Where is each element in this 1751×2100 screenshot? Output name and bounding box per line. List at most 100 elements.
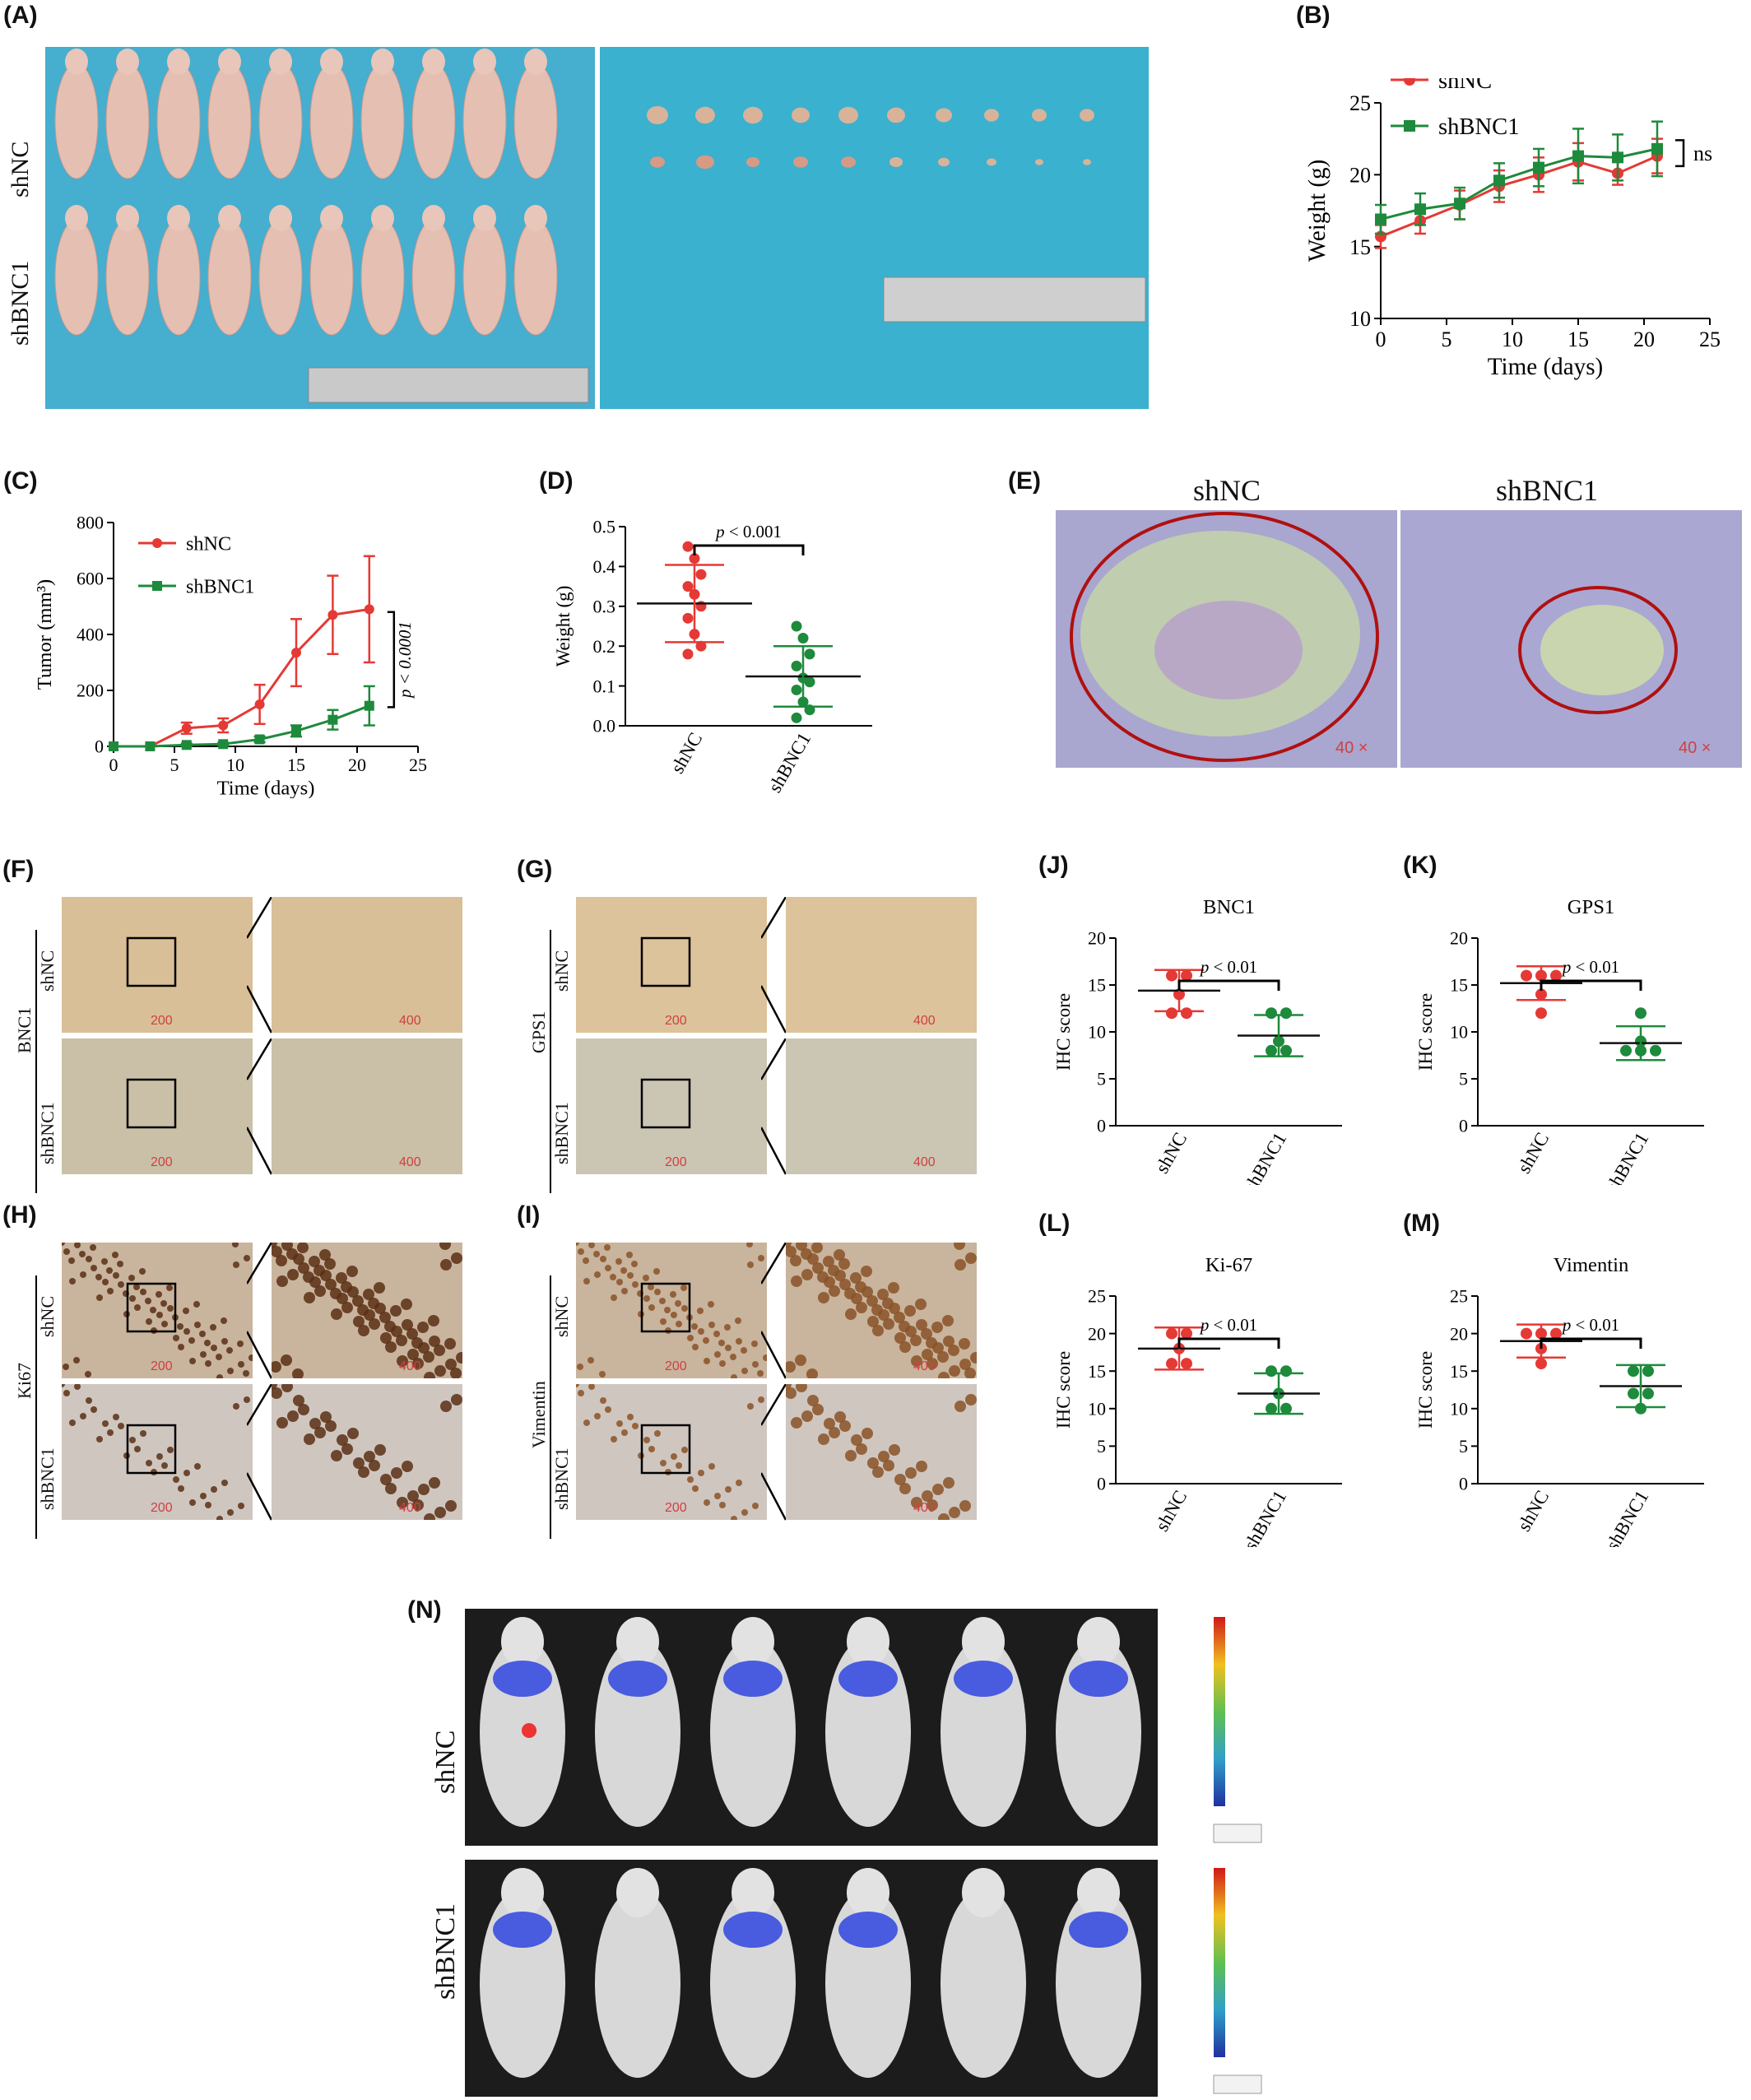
legend-marker: [152, 538, 162, 548]
data-point: [145, 741, 156, 751]
data-point: [1650, 1044, 1661, 1057]
stained-cell: [680, 1285, 687, 1291]
mouse-head: [847, 1868, 889, 1917]
ihc-image-200x: 200: [62, 1243, 253, 1378]
data-point: [327, 610, 338, 620]
significance-bracket: [1540, 979, 1642, 991]
stained-cell: [272, 1384, 277, 1390]
x-tick-label: 5: [170, 755, 179, 775]
mouse-head: [116, 205, 139, 231]
tumor: [889, 157, 903, 167]
y-tick-label: 600: [77, 569, 104, 589]
stained-cell: [74, 1243, 81, 1248]
luminescence-signal: [954, 1661, 1013, 1697]
stained-cell: [687, 1335, 694, 1341]
stained-cell: [834, 1411, 846, 1423]
panel-label-j: (J): [1038, 852, 1069, 879]
stained-cell: [145, 1298, 151, 1304]
stained-cell: [916, 1461, 927, 1472]
tumor: [743, 106, 763, 124]
stained-cell: [664, 1307, 671, 1313]
group-bracket: [35, 930, 37, 1193]
stained-cell: [233, 1261, 239, 1268]
category-label-shbnc1: shBNC1: [1239, 1129, 1290, 1186]
significance-label: p < 0.01: [1561, 957, 1619, 977]
panel-label-a: (A): [3, 2, 38, 29]
stained-cell: [932, 1484, 944, 1495]
luminescence-signal: [1069, 1661, 1128, 1697]
stained-cell: [911, 1497, 922, 1508]
category-label-shbnc1: shBNC1: [1601, 1487, 1652, 1548]
stained-cell: [791, 1417, 802, 1429]
mouse-head: [218, 49, 241, 75]
stained-cell: [751, 1340, 758, 1347]
stained-cell: [632, 1423, 639, 1429]
y-tick-label: 10: [1088, 1022, 1106, 1043]
y-tick-label: 5: [1097, 1436, 1106, 1457]
stained-cell: [401, 1299, 412, 1310]
mag-label-200: 200: [151, 1155, 173, 1169]
y-axis-label: Weight (g): [1304, 160, 1331, 262]
stained-cell: [861, 1266, 872, 1277]
stained-cell: [735, 1317, 741, 1324]
stained-cell: [786, 1361, 796, 1373]
stained-cell: [588, 1357, 594, 1364]
stained-cell: [959, 1359, 971, 1370]
mouse-head: [847, 1617, 889, 1666]
stained-cell: [899, 1341, 911, 1353]
stained-cell: [183, 1470, 190, 1476]
stained-cell: [173, 1476, 179, 1483]
y-tick-label: 15: [1088, 975, 1106, 996]
stained-cell: [758, 1255, 764, 1261]
stained-cell: [358, 1466, 369, 1478]
stained-cell: [746, 1243, 753, 1247]
stained-cell: [146, 1318, 152, 1325]
y-tick-label: 0: [1459, 1116, 1468, 1136]
stained-cell: [719, 1360, 726, 1367]
stained-cell: [347, 1428, 359, 1439]
stained-cell: [205, 1360, 211, 1367]
stained-cell: [594, 1271, 601, 1278]
stained-cell: [763, 1354, 767, 1361]
x-tick-label: 15: [1568, 328, 1589, 351]
stained-cell: [379, 1312, 391, 1323]
stained-cell: [807, 1395, 819, 1406]
mag-label-200: 200: [665, 1359, 687, 1373]
row-label-shbnc1: shBNC1: [7, 260, 34, 346]
series-line-shnc: [114, 607, 370, 748]
stained-cell: [199, 1331, 206, 1337]
zoom-connector: [761, 1038, 786, 1175]
stained-cell: [297, 1243, 309, 1253]
stained-cell: [811, 1243, 823, 1253]
connector-line: [761, 897, 786, 939]
connector-line: [761, 1331, 786, 1379]
tumor-photo: [600, 47, 1149, 409]
luminescence-scale-bar-shnc: [1213, 1617, 1262, 1843]
marker-label-ki67: Ki67: [14, 1363, 35, 1399]
legend-marker: [1404, 78, 1415, 86]
mouse-head: [269, 49, 292, 75]
mouse-head: [524, 49, 547, 75]
mouse-body: [258, 63, 303, 179]
stained-cell: [129, 1295, 136, 1302]
stained-cell: [894, 1312, 905, 1323]
stained-cell: [931, 1322, 943, 1333]
y-tick-label: 15: [1349, 235, 1371, 259]
stained-cell: [828, 1265, 839, 1276]
mouse-body: [411, 219, 456, 336]
stained-cell: [183, 1308, 189, 1314]
y-axis-label: IHC score: [1414, 993, 1436, 1071]
stained-cell: [96, 1294, 103, 1301]
ihc-row-label-shnc: shNC: [37, 1295, 58, 1337]
stained-cell: [391, 1467, 402, 1479]
zoom-box: [640, 1282, 691, 1333]
stained-cell: [866, 1295, 878, 1307]
stained-cell: [942, 1315, 954, 1326]
stained-cell: [369, 1460, 380, 1471]
stained-cell: [626, 1252, 633, 1258]
data-point: [804, 648, 815, 660]
data-point: [364, 604, 374, 615]
stained-cell: [189, 1358, 196, 1364]
stained-cell: [659, 1298, 666, 1304]
connector-line: [761, 1384, 786, 1426]
